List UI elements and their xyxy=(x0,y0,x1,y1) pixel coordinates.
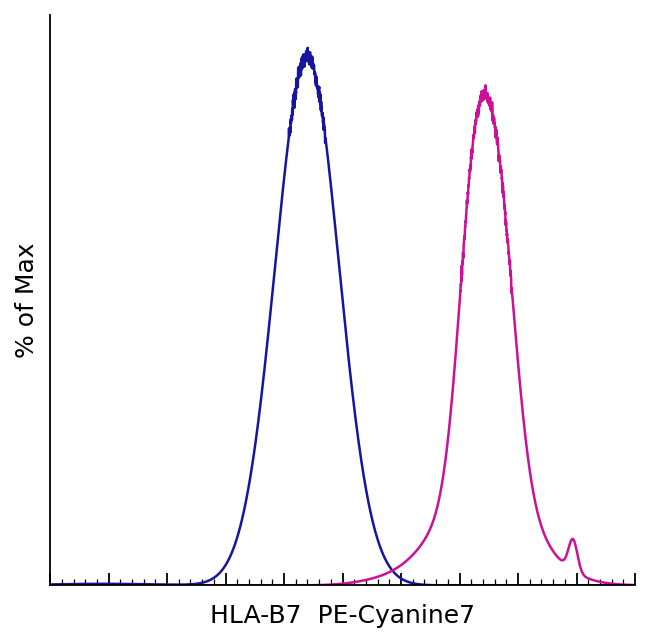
X-axis label: HLA-B7  PE-Cyanine7: HLA-B7 PE-Cyanine7 xyxy=(210,604,475,628)
Y-axis label: % of Max: % of Max xyxy=(15,242,39,358)
